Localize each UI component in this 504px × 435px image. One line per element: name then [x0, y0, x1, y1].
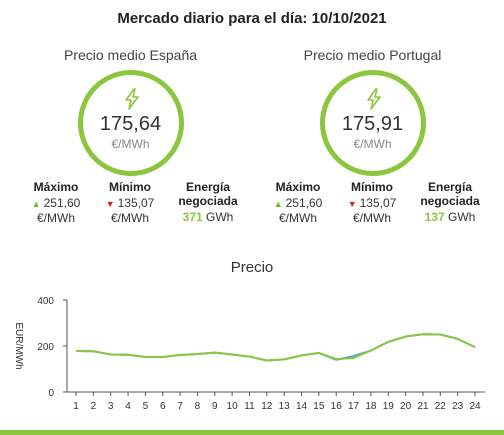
bottom-accent-bar	[0, 430, 504, 435]
page-title: Mercado diario para el día: 10/10/2021	[117, 10, 387, 27]
x-tick-label: 4	[125, 401, 131, 412]
x-tick-label: 3	[108, 401, 114, 412]
spain-min-label: Mínimo	[109, 180, 151, 194]
x-tick-label: 1	[73, 401, 79, 412]
lightning-bolt-icon	[366, 88, 381, 110]
y-tick-label: 200	[37, 342, 54, 353]
spain-panel-title: Precio medio España	[63, 47, 198, 63]
spain-energy-label-1: Energía	[185, 180, 230, 194]
x-tick-label: 20	[400, 401, 412, 412]
x-tick-label: 22	[435, 401, 447, 412]
portugal-energy-value: 137	[424, 210, 445, 224]
spain-price-unit: €/MWh	[111, 137, 150, 151]
spain-max-stat: Máximo ▲ 251,60 €/MWh	[20, 180, 92, 225]
spain-max-label: Máximo	[33, 180, 79, 194]
portugal-max-label: Máximo	[275, 180, 321, 194]
x-tick-label: 17	[348, 401, 360, 412]
spain-max-value: 251,60	[43, 196, 81, 210]
spain-average-price: 175,64	[99, 113, 162, 135]
spain-price-gauge: 175,64 €/MWh	[77, 70, 184, 176]
triangle-up-icon: ▲	[273, 199, 283, 209]
portugal-price-gauge: 175,91 €/MWh	[319, 70, 426, 176]
x-tick-label: 8	[195, 401, 201, 412]
x-tick-label: 16	[331, 401, 343, 412]
chart-title: Precio	[230, 259, 274, 276]
spain-energy-unit: GWh	[206, 210, 234, 224]
x-tick-label: 14	[296, 401, 308, 412]
portugal-max-stat: Máximo ▲ 251,60 €/MWh	[262, 180, 334, 225]
spain-max-unit: €/MWh	[36, 211, 75, 225]
spain-energy-value: 371	[182, 210, 203, 224]
portugal-energy-unit: GWh	[448, 210, 476, 224]
y-tick-label: 0	[48, 388, 54, 399]
x-tick-label: 19	[383, 401, 395, 412]
x-tick-label: 12	[261, 401, 273, 412]
spain-energy-label-2: negociada	[178, 194, 238, 208]
portugal-average-price: 175,91	[341, 113, 404, 135]
lightning-bolt-icon	[124, 88, 139, 110]
spain-min-stat: Mínimo ▼ 135,07 €/MWh	[94, 180, 166, 225]
x-tick-label: 23	[452, 401, 464, 412]
x-tick-label: 6	[160, 401, 166, 412]
y-tick-label: 400	[37, 296, 54, 307]
triangle-up-icon: ▲	[31, 199, 41, 209]
portugal-price-unit: €/MWh	[353, 137, 392, 151]
triangle-down-icon: ▼	[347, 199, 357, 209]
portugal-panel-title: Precio medio Portugal	[303, 47, 442, 63]
x-tick-label: 24	[469, 401, 481, 412]
spain-energy-stat: Energía negociada 371 GWh	[168, 180, 248, 224]
triangle-down-icon: ▼	[105, 199, 115, 209]
portugal-min-value: 135,07	[359, 196, 397, 210]
y-axis-title: EUR/MWh	[13, 322, 24, 369]
portugal-min-unit: €/MWh	[352, 211, 391, 225]
spain-min-unit: €/MWh	[110, 211, 149, 225]
x-tick-label: 15	[313, 401, 325, 412]
portugal-min-label: Mínimo	[351, 180, 393, 194]
x-tick-label: 13	[279, 401, 291, 412]
x-tick-label: 21	[417, 401, 429, 412]
portugal-panel: Precio medio Portugal 175,91 €/MWh Máxim…	[250, 46, 495, 238]
portugal-max-value: 251,60	[285, 196, 323, 210]
spain-panel: Precio medio España 175,64 €/MWh Máximo …	[8, 46, 253, 238]
portugal-max-unit: €/MWh	[278, 211, 317, 225]
x-tick-label: 18	[365, 401, 377, 412]
spain-price-line	[75, 333, 476, 362]
spain-min-value: 135,07	[117, 196, 155, 210]
x-tick-label: 7	[177, 401, 183, 412]
portugal-energy-stat: Energía negociada 137 GWh	[410, 180, 490, 224]
x-tick-label: 5	[143, 401, 149, 412]
x-tick-label: 9	[212, 401, 218, 412]
portugal-stats: Máximo ▲ 251,60 €/MWh Mínimo ▼ 135,07 €/MW…	[250, 180, 495, 238]
x-tick-label: 10	[227, 401, 239, 412]
x-tick-label: 2	[91, 401, 97, 412]
portugal-energy-label-1: Energía	[427, 180, 472, 194]
x-tick-label: 11	[244, 401, 255, 412]
portugal-energy-label-2: negociada	[420, 194, 480, 208]
portugal-min-stat: Mínimo ▼ 135,07 €/MWh	[336, 180, 408, 225]
spain-stats: Máximo ▲ 251,60 €/MWh Mínimo ▼ 135,07 €/MW…	[8, 180, 253, 238]
